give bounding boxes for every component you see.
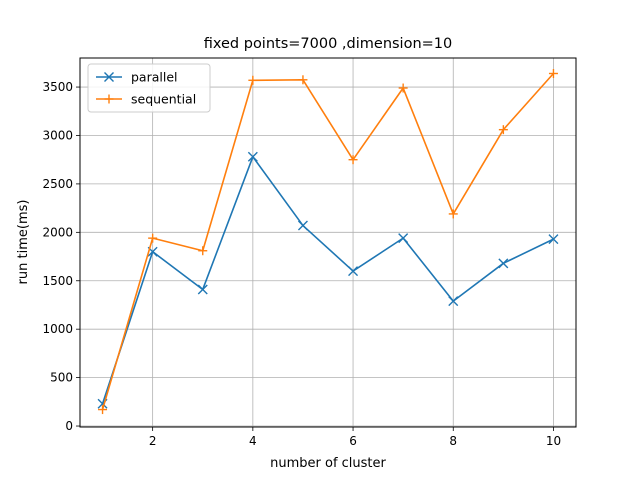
parallel-series-line: [101, 155, 554, 405]
parallel-point: [197, 284, 208, 295]
x-tick-label: 8: [449, 434, 457, 448]
marker-stroke: [348, 266, 359, 277]
y-tick-label: 2500: [42, 177, 73, 191]
sequential-point: [148, 233, 158, 243]
legend-marker: [104, 72, 114, 82]
sequential-point: [498, 125, 508, 135]
sequential-series-line: [101, 72, 555, 410]
y-tick-label: 500: [50, 371, 73, 385]
plot-frame: [79, 57, 577, 428]
x-tick-label: 2: [149, 434, 157, 448]
marker-stroke: [498, 258, 509, 269]
y-tick-label: 3500: [42, 80, 73, 94]
legend-item-parallel: parallel: [96, 70, 178, 85]
y-tick-label: 1000: [42, 322, 73, 336]
sequential-point: [248, 75, 258, 85]
x-axis-ticks: 2 4 6 8 10: [149, 427, 561, 448]
y-tick-label: 3000: [42, 128, 73, 142]
x-tick-label: 10: [546, 434, 561, 448]
legend: parallel sequential: [87, 63, 211, 113]
marker-stroke: [147, 246, 158, 257]
legend-item-sequential: sequential: [96, 92, 196, 107]
sequential-point: [298, 75, 308, 85]
y-tick-label: 0: [65, 419, 73, 433]
sequential-point: [348, 155, 358, 165]
y-axis-label: run time(ms): [16, 200, 31, 285]
y-tick-label: 2000: [42, 225, 73, 239]
marker-stroke: [448, 296, 459, 307]
sequential-point: [98, 405, 108, 415]
marker-stroke: [104, 72, 114, 82]
marker-stroke: [548, 234, 559, 245]
grid-lines: [80, 58, 576, 427]
sequential-point: [448, 209, 458, 219]
marker-stroke: [197, 284, 208, 295]
parallel-point: [448, 296, 459, 307]
marker-stroke: [398, 233, 409, 244]
parallel-point: [498, 258, 509, 269]
x-tick-label: 4: [249, 434, 257, 448]
x-tick-label: 6: [349, 434, 357, 448]
parallel-point: [247, 151, 258, 162]
chart-title: fixed points=7000 ,dimension=10: [204, 36, 453, 52]
parallel-point: [398, 233, 409, 244]
parallel-point: [348, 266, 359, 277]
legend-marker: [104, 94, 114, 104]
x-axis-label: number of cluster: [270, 456, 386, 471]
parallel-point: [548, 234, 559, 245]
parallel-point: [297, 220, 308, 231]
legend-label: sequential: [131, 92, 196, 107]
y-tick-label: 1500: [42, 274, 73, 288]
sequential-point: [398, 83, 408, 93]
sequential-point: [198, 246, 208, 256]
series-layer: [97, 68, 559, 415]
marker-stroke: [297, 220, 308, 231]
legend-box: [87, 63, 211, 113]
sequential-point: [548, 68, 558, 78]
y-axis-ticks: 0 500 1000 1500 2000 2500 3000 3500: [42, 80, 80, 433]
legend-label: parallel: [131, 70, 178, 85]
marker-stroke: [247, 151, 258, 162]
